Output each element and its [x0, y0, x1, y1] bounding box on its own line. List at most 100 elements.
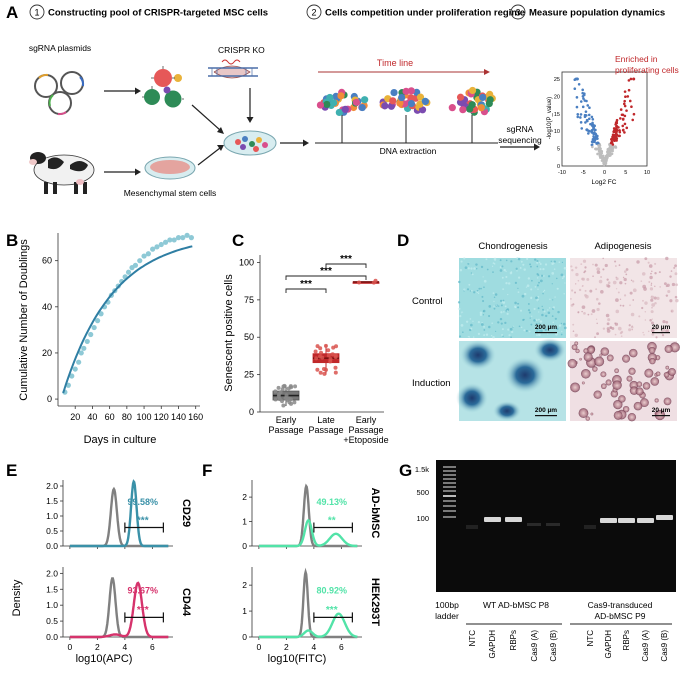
volcano-point	[612, 129, 616, 133]
c-point	[282, 383, 287, 388]
scalebar-1: 200 µm	[535, 324, 557, 331]
density-xtick: 2	[95, 642, 100, 652]
cell-dot	[407, 87, 415, 95]
sgrna-plasmid-text: sgRNA plasmids	[29, 43, 91, 53]
density-plot: 0.0 0.5 1.0 1.5 2.0 99.58% *** CD29	[46, 479, 192, 551]
volcano-point	[592, 135, 595, 138]
gel-band	[484, 517, 501, 522]
c-point	[318, 354, 323, 359]
senescence-chart: 0 25 50 75 100 *** *** *** Senescent positive …	[223, 254, 389, 445]
cell-dot	[330, 99, 338, 107]
ladder-band	[443, 478, 456, 480]
arrow-virus-to-dish	[191, 104, 221, 131]
b-point	[180, 235, 186, 241]
c-sig-stars: ***	[300, 279, 312, 290]
cell-dot	[335, 108, 343, 117]
volcano-point	[630, 105, 633, 108]
b-xtick: 160	[188, 412, 203, 422]
c-point	[287, 400, 292, 405]
volcano-point	[610, 140, 614, 143]
density-ytick: 0.0	[46, 632, 58, 642]
volcano-point	[587, 117, 591, 121]
volcano-point	[623, 99, 626, 103]
volcano-ytick: 0	[557, 164, 560, 170]
volcano-point	[582, 93, 586, 97]
d-row-control: Control	[412, 296, 443, 307]
cell-dot	[468, 86, 477, 95]
volcano-point	[608, 146, 612, 150]
density-ytick: 0	[242, 632, 247, 642]
volcano-point	[625, 109, 628, 112]
volcano-point	[591, 121, 594, 125]
b-ytick: 0	[47, 394, 52, 404]
panel-a-letter: A	[6, 3, 18, 22]
b-point	[98, 311, 104, 317]
density-ytick: 1	[242, 517, 247, 527]
volcano-point	[584, 121, 587, 124]
c-point	[330, 352, 335, 357]
c-sig-bracket	[285, 275, 367, 280]
sgrna-seq-label-1: sgRNA	[507, 124, 534, 134]
volcano-point	[580, 127, 584, 130]
cell-dot	[316, 101, 325, 109]
panel-f-letter: F	[202, 461, 212, 480]
c-point	[319, 350, 324, 355]
cell-dot	[341, 105, 349, 113]
c-point	[284, 393, 289, 398]
gel-lane-label: RBPs	[622, 630, 631, 650]
cell-cluster	[316, 88, 369, 117]
density-ytick: 2	[242, 580, 247, 590]
volcano-point	[608, 143, 611, 147]
b-point	[88, 331, 94, 338]
volcano-point	[598, 153, 602, 157]
c-cat-3a: Early	[356, 415, 377, 425]
gate-percent: 99.58%	[127, 497, 158, 507]
c-ytick: 75	[244, 295, 254, 305]
micrograph-adipo-induction: 20 µm	[567, 341, 680, 422]
ladder-mark-3: 100	[416, 514, 429, 523]
b-xtick: 140	[171, 412, 186, 422]
volcano-point	[617, 134, 621, 138]
gel-band-faint	[546, 523, 560, 526]
arrowhead-icon	[246, 117, 254, 123]
volcano-point	[577, 82, 581, 86]
ladder-band	[443, 470, 456, 472]
d-col-adipo: Adipogenesis	[594, 241, 651, 252]
ladder-band	[443, 482, 456, 484]
c-box	[352, 278, 380, 285]
plasmid-icon	[34, 71, 85, 116]
ladder-band	[443, 474, 456, 476]
volcano-xtick: -10	[558, 170, 566, 176]
volcano-point	[601, 157, 604, 161]
volcano-point	[590, 129, 594, 132]
sgrna-seq-label-2: sequencing	[498, 135, 542, 145]
cell-dot	[477, 104, 485, 112]
density-xtick: 0	[257, 642, 262, 652]
cell-clusters	[316, 86, 496, 117]
volcano-point	[579, 113, 583, 116]
volcano-point	[591, 145, 594, 149]
gel-band-faint	[527, 523, 541, 526]
volcano-point	[573, 78, 577, 82]
cell-dot	[337, 92, 345, 100]
volcano-point	[575, 105, 579, 109]
density-ytick: 2.0	[46, 568, 58, 578]
c-ylabel: Senescent positive cells	[223, 274, 235, 392]
volcano-point	[586, 104, 590, 107]
volcano-point	[588, 106, 591, 110]
cell-dot	[402, 87, 410, 95]
volcano-point	[625, 126, 629, 130]
density-xtick: 6	[150, 642, 155, 652]
c-point	[288, 397, 293, 402]
b-point	[167, 237, 173, 243]
cell-dot	[390, 88, 398, 97]
group2-label-2: AD-bMSC P9	[594, 611, 645, 621]
volcano-point	[615, 120, 619, 124]
volcano-xtick: 5	[624, 170, 627, 176]
cow-icon	[29, 152, 95, 194]
volcano-point	[573, 87, 577, 91]
volcano-point	[579, 121, 583, 124]
volcano-point	[599, 156, 602, 159]
density-xtick: 4	[312, 642, 317, 652]
volcano-xtick: 0	[603, 170, 606, 176]
